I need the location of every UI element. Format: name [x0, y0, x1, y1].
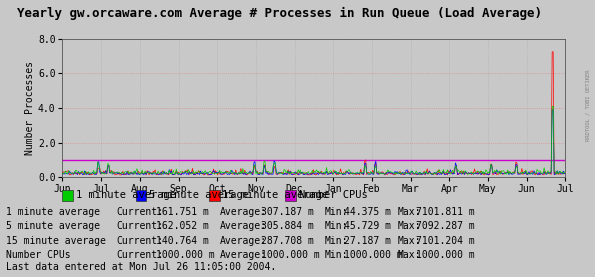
Text: RRDTOOL / TOBI OETIKER: RRDTOOL / TOBI OETIKER — [586, 70, 591, 141]
Text: 44.375 m: 44.375 m — [344, 207, 391, 217]
Text: 140.764 m: 140.764 m — [156, 236, 209, 246]
Text: Current:: Current: — [116, 250, 163, 260]
Text: 161.751 m: 161.751 m — [156, 207, 209, 217]
Text: Min:: Min: — [324, 207, 347, 217]
Text: 307.187 m: 307.187 m — [261, 207, 314, 217]
Text: Last data entered at Mon Jul 26 11:05:00 2004.: Last data entered at Mon Jul 26 11:05:00… — [6, 262, 276, 272]
Text: Min:: Min: — [324, 250, 347, 260]
Text: Max:: Max: — [397, 236, 421, 246]
Text: Current:: Current: — [116, 221, 163, 231]
Text: Max:: Max: — [397, 221, 421, 231]
Text: 162.052 m: 162.052 m — [156, 221, 209, 231]
Text: 45.729 m: 45.729 m — [344, 221, 391, 231]
Text: Min:: Min: — [324, 236, 347, 246]
Text: 1 minute average: 1 minute average — [76, 190, 176, 200]
Text: Average:: Average: — [220, 207, 267, 217]
Text: 1000.000 m: 1000.000 m — [156, 250, 215, 260]
Text: Number CPUs: Number CPUs — [6, 250, 71, 260]
Text: 15 minute average: 15 minute average — [6, 236, 106, 246]
Y-axis label: Number Processes: Number Processes — [25, 61, 35, 155]
Text: Min:: Min: — [324, 221, 347, 231]
Text: Current:: Current: — [116, 236, 163, 246]
Text: 1 minute average: 1 minute average — [6, 207, 100, 217]
Text: Max:: Max: — [397, 207, 421, 217]
Text: Number CPUs: Number CPUs — [299, 190, 367, 200]
Text: 287.708 m: 287.708 m — [261, 236, 314, 246]
Text: 27.187 m: 27.187 m — [344, 236, 391, 246]
Text: 15 minute average: 15 minute average — [222, 190, 328, 200]
Text: 305.884 m: 305.884 m — [261, 221, 314, 231]
Text: Current:: Current: — [116, 207, 163, 217]
Text: 5 minute average: 5 minute average — [149, 190, 249, 200]
Text: 7101.204 m: 7101.204 m — [416, 236, 475, 246]
Text: 5 minute average: 5 minute average — [6, 221, 100, 231]
Text: 7101.811 m: 7101.811 m — [416, 207, 475, 217]
Text: Average:: Average: — [220, 250, 267, 260]
Text: 1000.000 m: 1000.000 m — [261, 250, 320, 260]
Text: 1000.000 m: 1000.000 m — [344, 250, 403, 260]
Text: 1000.000 m: 1000.000 m — [416, 250, 475, 260]
Text: Average:: Average: — [220, 221, 267, 231]
Text: Max:: Max: — [397, 250, 421, 260]
Text: Yearly gw.orcaware.com Average # Processes in Run Queue (Load Average): Yearly gw.orcaware.com Average # Process… — [17, 7, 542, 20]
Text: Average:: Average: — [220, 236, 267, 246]
Text: 7092.287 m: 7092.287 m — [416, 221, 475, 231]
